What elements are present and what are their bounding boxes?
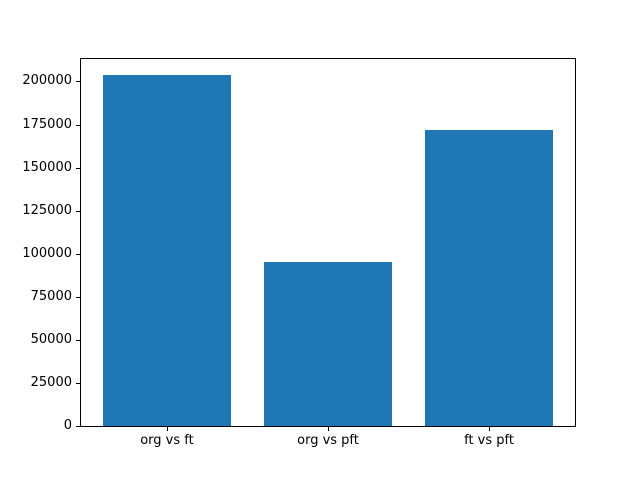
y-tick-label: 75000 [30, 288, 72, 304]
bar-org-vs-ft [102, 74, 232, 426]
y-tick-mark [76, 253, 80, 255]
bar-org-vs-pft [263, 262, 393, 426]
x-tick-label: org vs pft [297, 433, 359, 448]
x-tick-mark [489, 427, 491, 431]
x-tick-mark [166, 427, 168, 431]
plot-area [80, 58, 576, 427]
y-tick-mark [76, 167, 80, 169]
y-tick-label: 175000 [22, 116, 72, 132]
y-tick-label: 25000 [30, 374, 72, 390]
y-tick-label: 125000 [22, 202, 72, 218]
y-tick-label: 0 [63, 418, 72, 433]
y-tick-label: 100000 [22, 245, 72, 261]
y-tick-mark [76, 296, 80, 298]
y-tick-mark [76, 382, 80, 384]
x-tick-label: org vs ft [140, 433, 194, 448]
x-tick-mark [328, 427, 329, 431]
y-tick-mark [76, 81, 80, 83]
bar-ft-vs-pft [424, 129, 554, 426]
y-tick-mark [76, 339, 80, 341]
y-tick-label: 50000 [30, 331, 72, 347]
x-tick-label: ft vs pft [464, 433, 514, 448]
y-tick-mark [76, 426, 80, 427]
y-tick-mark [76, 124, 80, 126]
y-tick-label: 200000 [22, 73, 72, 89]
y-tick-label: 150000 [22, 159, 72, 175]
y-tick-mark [76, 210, 80, 212]
